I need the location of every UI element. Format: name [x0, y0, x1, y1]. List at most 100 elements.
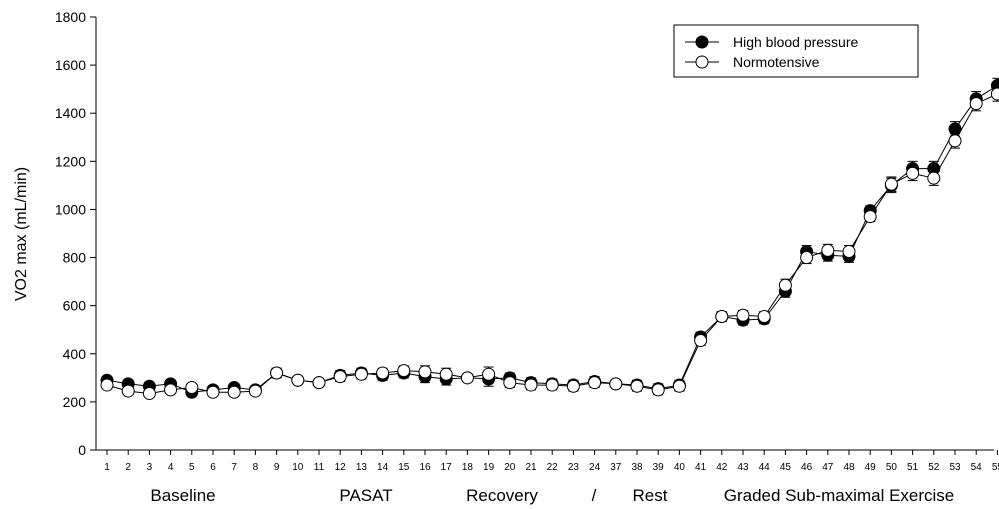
legend-box [673, 24, 919, 78]
y-tick-label: 600 [63, 298, 87, 314]
y-tick-label: 400 [63, 346, 87, 362]
data-point-normotensive [757, 309, 771, 323]
data-point-normotensive [842, 245, 856, 259]
x-tick-label: 15 [398, 462, 410, 473]
data-point-normotensive [482, 367, 496, 381]
legend-marker-high-bp [695, 35, 709, 49]
x-tick-label: 19 [483, 462, 495, 473]
data-point-normotensive [164, 383, 178, 397]
legend-marker-normotensive [695, 55, 709, 69]
error-bars [102, 77, 999, 398]
y-tick-label: 1400 [55, 105, 86, 121]
data-point-normotensive [927, 171, 941, 185]
data-point-normotensive [397, 364, 411, 378]
x-tick-label: 17 [441, 462, 453, 473]
x-tick-label: 16 [419, 462, 431, 473]
x-tick-label: 41 [695, 462, 707, 473]
x-tick-label: 50 [886, 462, 898, 473]
y-tick-label: 1600 [55, 57, 86, 73]
legend-label-normotensive: Normotensive [733, 54, 820, 70]
x-tick-label: 39 [653, 462, 665, 473]
x-ticks: 1 2 3 4 5 6 7 8 9 10 11 12 13 14 15 16 17 18 19 20 21 22 23 24 3… [104, 450, 999, 473]
data-point-normotensive [694, 334, 708, 348]
x-tick-label: 20 [504, 462, 516, 473]
phase-label: PASAT [339, 486, 392, 505]
x-tick-label: 46 [801, 462, 813, 473]
x-tick-label: 10 [292, 462, 304, 473]
data-point-normotensive [736, 308, 750, 322]
x-tick-label: 12 [335, 462, 347, 473]
x-tick-label: 22 [547, 462, 559, 473]
data-point-normotensive [609, 377, 623, 391]
data-point-normotensive [630, 379, 644, 393]
data-point-normotensive [863, 210, 877, 224]
data-point-normotensive [248, 384, 262, 398]
data-point-normotensive [270, 366, 284, 380]
data-point-normotensive [969, 97, 983, 111]
x-tick-label: 40 [674, 462, 686, 473]
data-point-normotensive [439, 367, 453, 381]
data-point-normotensive [545, 378, 559, 392]
x-tick-label: 48 [843, 462, 855, 473]
data-point-normotensive [354, 367, 368, 381]
x-tick-label: 47 [822, 462, 834, 473]
y-tick-label: 1800 [55, 9, 86, 25]
x-tick-label: 24 [589, 462, 601, 473]
data-point-normotensive [418, 365, 432, 379]
y-tick-label: 0 [78, 442, 86, 458]
x-tick-label: 49 [865, 462, 877, 473]
y-ticks: 0 200 400 600 800 1000 1200 1400 1600 1800 [55, 9, 96, 458]
x-tick-label: 2 [125, 462, 131, 473]
data-point-normotensive [566, 379, 580, 393]
data-point-normotensive [185, 380, 199, 394]
data-point-normotensive [948, 134, 962, 148]
x-tick-label: 7 [231, 462, 237, 473]
x-tick-label: 6 [210, 462, 216, 473]
x-tick-label: 9 [274, 462, 280, 473]
y-axis-label: VO2 max (mL/min) [13, 167, 30, 301]
data-point-normotensive [821, 243, 835, 257]
data-point-normotensive [142, 386, 156, 400]
series-lines [106, 84, 999, 395]
data-point-normotensive [906, 166, 920, 180]
data-point-normotensive [778, 278, 792, 292]
x-tick-label: 1 [104, 462, 110, 473]
data-point-normotensive [291, 373, 305, 387]
data-point-normotensive [990, 87, 999, 101]
y-tick-label: 200 [63, 394, 87, 410]
x-tick-label: 54 [971, 462, 983, 473]
phase-labels: Baseline PASAT Recovery / Rest Graded Sub-max… [150, 486, 954, 505]
y-tick-label: 1200 [55, 153, 86, 169]
chart-axes [95, 17, 994, 451]
series-line-normotensive [106, 93, 999, 395]
x-tick-label: 38 [631, 462, 643, 473]
data-point-normotensive [651, 383, 665, 397]
data-point-high-bp [948, 122, 962, 136]
y-tick-label: 1000 [55, 201, 86, 217]
data-point-normotensive [460, 371, 474, 385]
legend-label-high-bp: High blood pressure [733, 34, 859, 50]
x-tick-label: 3 [147, 462, 153, 473]
data-point-normotensive [100, 378, 114, 392]
data-point-normotensive [312, 376, 326, 390]
data-point-normotensive [672, 379, 686, 393]
x-tick-label: 8 [253, 462, 259, 473]
x-tick-label: 18 [462, 462, 474, 473]
x-tick-label: 45 [780, 462, 792, 473]
x-tick-label: 44 [759, 462, 771, 473]
x-tick-label: 53 [949, 462, 961, 473]
data-point-normotensive [503, 376, 517, 390]
data-point-normotensive [333, 370, 347, 384]
data-point-normotensive [524, 378, 538, 392]
y-tick-label: 800 [63, 250, 87, 266]
phase-label: Graded Sub-maximal Exercise [724, 486, 955, 505]
x-tick-label: 4 [168, 462, 174, 473]
series-points [100, 79, 999, 400]
data-point-normotensive [121, 384, 135, 398]
x-tick-label: 23 [568, 462, 580, 473]
data-point-normotensive [800, 251, 814, 265]
x-tick-label: 14 [377, 462, 389, 473]
x-tick-label: 21 [525, 462, 537, 473]
x-tick-label: 37 [610, 462, 622, 473]
